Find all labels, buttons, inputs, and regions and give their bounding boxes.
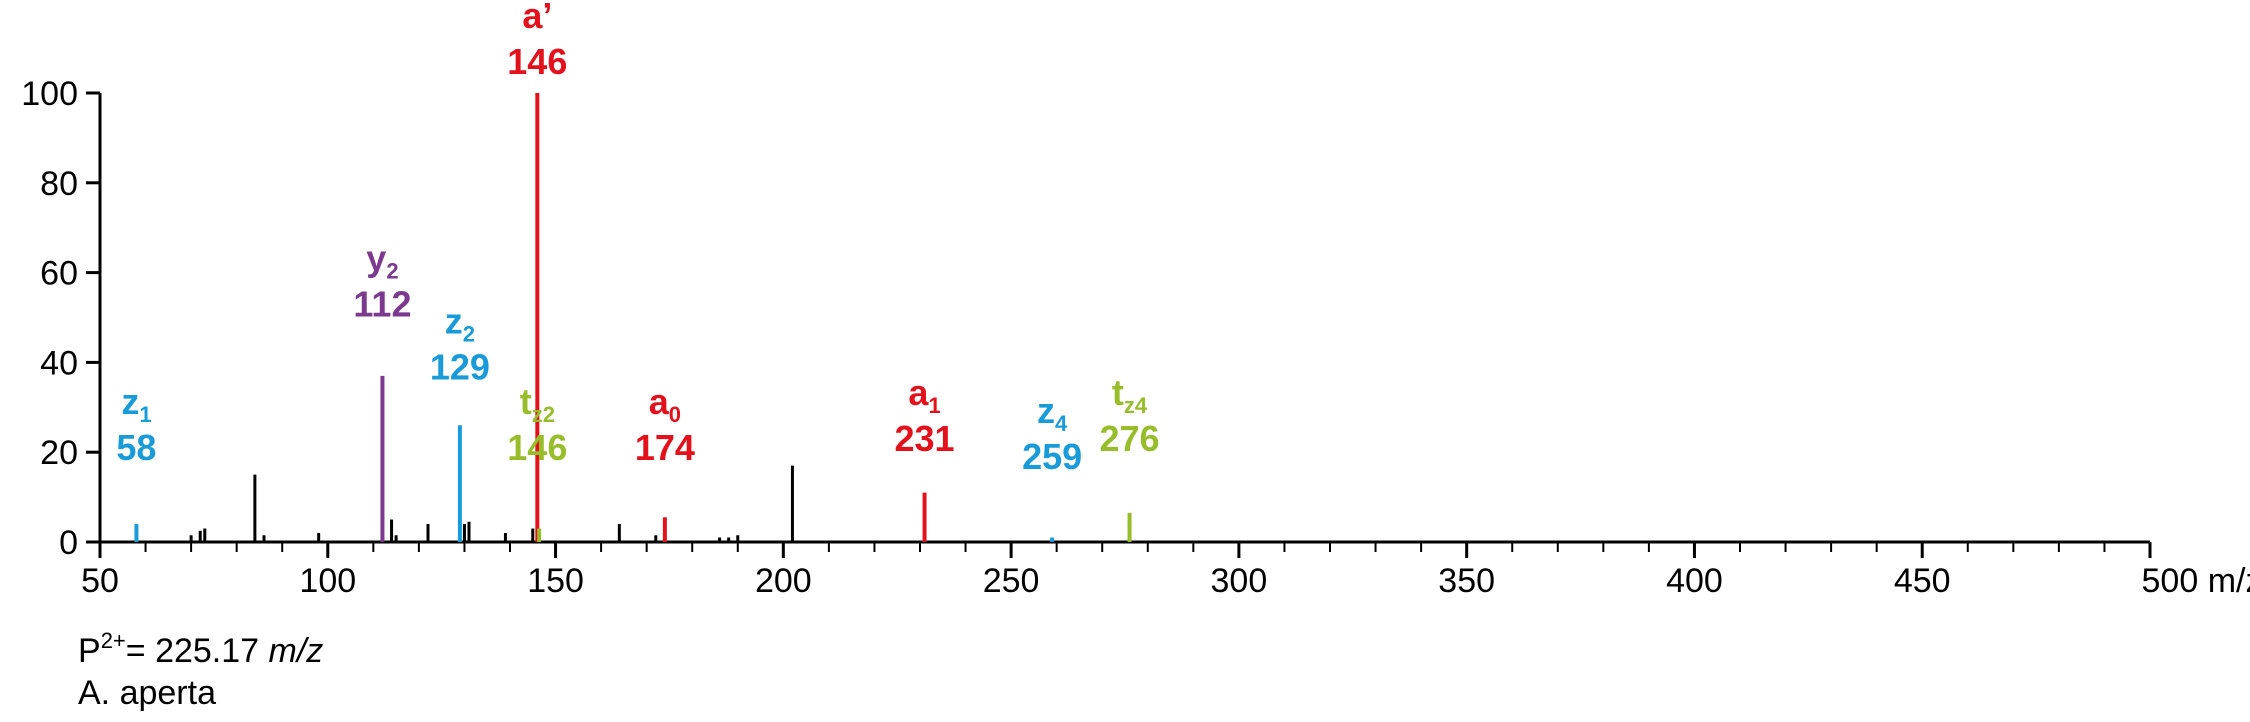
ion-label: a0 (649, 381, 681, 427)
x-tick-label: 50 (81, 562, 119, 600)
ion-subscript: z4 (1124, 393, 1148, 418)
ion-subscript: 1 (928, 393, 940, 418)
y-tick-label: 40 (40, 344, 78, 382)
precursor-value: = 225.17 (125, 632, 269, 670)
x-tick-label: 200 (755, 562, 812, 600)
y-tick-label: 60 (40, 255, 78, 293)
precursor-unit: m/z (268, 632, 324, 670)
ion-subscript: 1 (139, 402, 151, 427)
y-tick-label: 0 (59, 524, 78, 562)
mz-value-label: 174 (635, 427, 695, 468)
annotation-146: a’ 146 (507, 0, 567, 82)
x-minor-ticks (144, 542, 2106, 552)
x-tick-label: 150 (527, 562, 584, 600)
ion-label: a’ (522, 0, 552, 36)
mz-value-label: 146 (507, 427, 567, 468)
precursor-charge: 2+ (100, 628, 126, 653)
ion-label: tz4 (1112, 372, 1148, 418)
x-tick-label: 450 (1894, 562, 1951, 600)
precursor-prefix: P (78, 632, 101, 670)
mz-value-label: 276 (1100, 418, 1160, 459)
species-caption: A. aperta (78, 674, 216, 712)
axes (86, 91, 2152, 558)
mz-value-label: 259 (1022, 436, 1082, 477)
x-tick-label: 300 (1211, 562, 1268, 600)
ion-subscript: 0 (669, 402, 681, 427)
x-tick-label: 100 (299, 562, 356, 600)
ion-subscript: 2 (386, 259, 398, 284)
x-tick-label: 400 (1666, 562, 1723, 600)
ion-label: y2 (366, 238, 398, 284)
ion-label: a1 (908, 372, 940, 418)
peaks (134, 93, 1132, 542)
ion-label: z1 (121, 381, 151, 427)
mz-value-label: 58 (116, 427, 156, 468)
x-tick-label: 350 (1438, 562, 1495, 600)
mz-value-label: 231 (895, 418, 955, 459)
ion-label: z4 (1037, 390, 1068, 436)
y-tick-label: 100 (21, 75, 78, 113)
ion-subscript: 4 (1055, 411, 1068, 436)
y-tick-label: 80 (40, 165, 78, 203)
x-tick-label: 500 m/z (2142, 562, 2250, 600)
x-tick-label: 250 (983, 562, 1040, 600)
mz-value-label: 112 (353, 284, 411, 325)
precursor-caption: P2+= 225.17 m/z (78, 628, 323, 671)
mz-value-label: 146 (507, 41, 567, 82)
y-tick-label: 20 (40, 434, 78, 472)
ion-subscript: z2 (532, 402, 555, 427)
ion-label: z2 (445, 300, 475, 346)
mz-value-label: 129 (430, 346, 490, 387)
ion-subscript: 2 (463, 321, 475, 346)
